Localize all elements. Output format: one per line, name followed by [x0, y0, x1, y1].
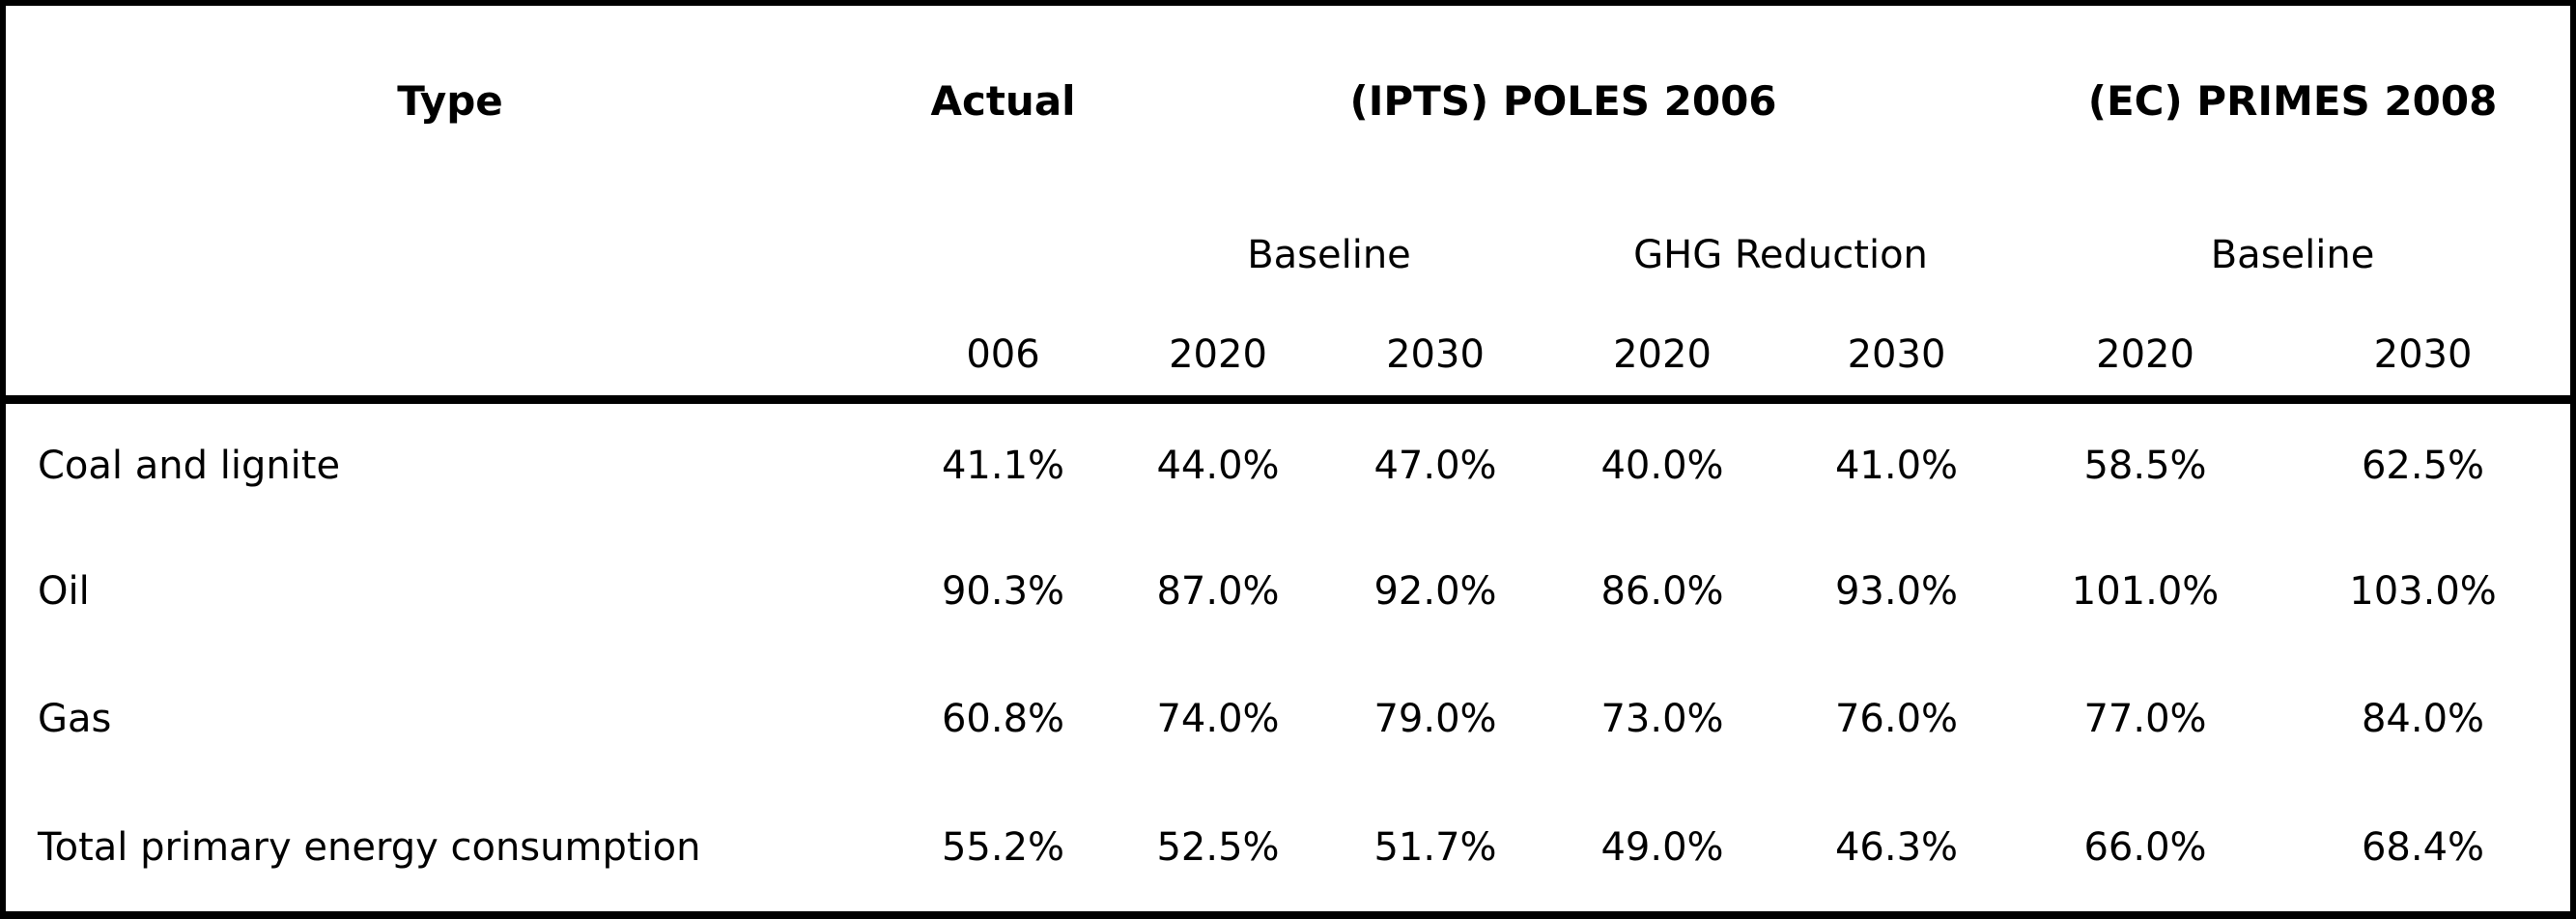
row-label: Total primary energy consumption — [38, 824, 701, 870]
table-row: Oil 90.3% 87.0% 92.0% 86.0% 93.0% 101.0%… — [6, 528, 2570, 655]
year-header: 2030 — [1778, 313, 2016, 404]
value-cell: 49.0% — [1600, 824, 1724, 870]
column-header-actual: Actual — [930, 77, 1076, 126]
header-row-main: Type Actual (IPTS) POLES 2006 (EC) PRIME… — [6, 6, 2570, 196]
value-cell: 73.0% — [1600, 697, 1724, 742]
year-header: 2020 — [1546, 313, 1778, 404]
table-row: Gas 60.8% 74.0% 79.0% 73.0% 76.0% 77.0% … — [6, 655, 2570, 783]
year-header: 2020 — [1112, 313, 1324, 404]
column-header-type: Type — [397, 77, 503, 126]
value-cell: 79.0% — [1373, 697, 1497, 742]
value-cell: 62.5% — [2361, 443, 2485, 488]
column-group-primes-2008: (EC) PRIMES 2008 — [2087, 77, 2498, 126]
value-cell: 60.8% — [941, 697, 1065, 742]
value-cell: 86.0% — [1600, 568, 1724, 614]
value-cell: 51.7% — [1373, 824, 1497, 870]
scenario-header-baseline-poles: Baseline — [1247, 232, 1411, 277]
value-cell: 74.0% — [1156, 697, 1280, 742]
scenario-header-baseline-primes: Baseline — [2210, 232, 2375, 277]
value-cell: 103.0% — [2349, 568, 2497, 614]
energy-dependency-table: Type Actual (IPTS) POLES 2006 (EC) PRIME… — [6, 6, 2571, 911]
row-label: Coal and lignite — [38, 443, 341, 488]
year-header: 2030 — [1324, 313, 1546, 404]
value-cell: 47.0% — [1373, 443, 1497, 488]
value-cell: 87.0% — [1156, 568, 1280, 614]
year-header: 2030 — [2276, 313, 2571, 404]
value-cell: 55.2% — [941, 824, 1065, 870]
value-cell: 84.0% — [2361, 697, 2485, 742]
value-cell: 46.3% — [1834, 824, 1959, 870]
value-cell: 66.0% — [2083, 824, 2207, 870]
value-cell: 76.0% — [1834, 697, 1959, 742]
value-cell: 41.0% — [1834, 443, 1959, 488]
value-cell: 40.0% — [1600, 443, 1724, 488]
value-cell: 77.0% — [2083, 697, 2207, 742]
value-cell: 52.5% — [1156, 824, 1280, 870]
value-cell: 93.0% — [1834, 568, 1959, 614]
year-header: 006 — [894, 313, 1112, 404]
header-row-scenarios: Baseline GHG Reduction Baseline — [6, 196, 2570, 313]
scenario-header-ghg-reduction: GHG Reduction — [1633, 232, 1928, 277]
row-label: Oil — [38, 568, 90, 614]
header-spacer — [6, 196, 894, 313]
header-spacer — [6, 313, 894, 404]
value-cell: 44.0% — [1156, 443, 1280, 488]
row-label: Gas — [38, 697, 112, 742]
table-row: Coal and lignite 41.1% 44.0% 47.0% 40.0%… — [6, 399, 2570, 527]
table-row: Total primary energy consumption 55.2% 5… — [6, 784, 2570, 911]
year-header: 2020 — [2015, 313, 2277, 404]
value-cell: 68.4% — [2361, 824, 2485, 870]
value-cell: 101.0% — [2071, 568, 2220, 614]
header-row-years: 006 2020 2030 2020 2030 2020 2030 — [6, 313, 2571, 404]
value-cell: 58.5% — [2083, 443, 2207, 488]
value-cell: 41.1% — [941, 443, 1065, 488]
column-group-poles-2006: (IPTS) POLES 2006 — [1349, 77, 1777, 126]
value-cell: 92.0% — [1373, 568, 1497, 614]
value-cell: 90.3% — [941, 568, 1065, 614]
header-spacer — [894, 196, 1112, 313]
table-body: Coal and lignite 41.1% 44.0% 47.0% 40.0%… — [6, 399, 2570, 911]
